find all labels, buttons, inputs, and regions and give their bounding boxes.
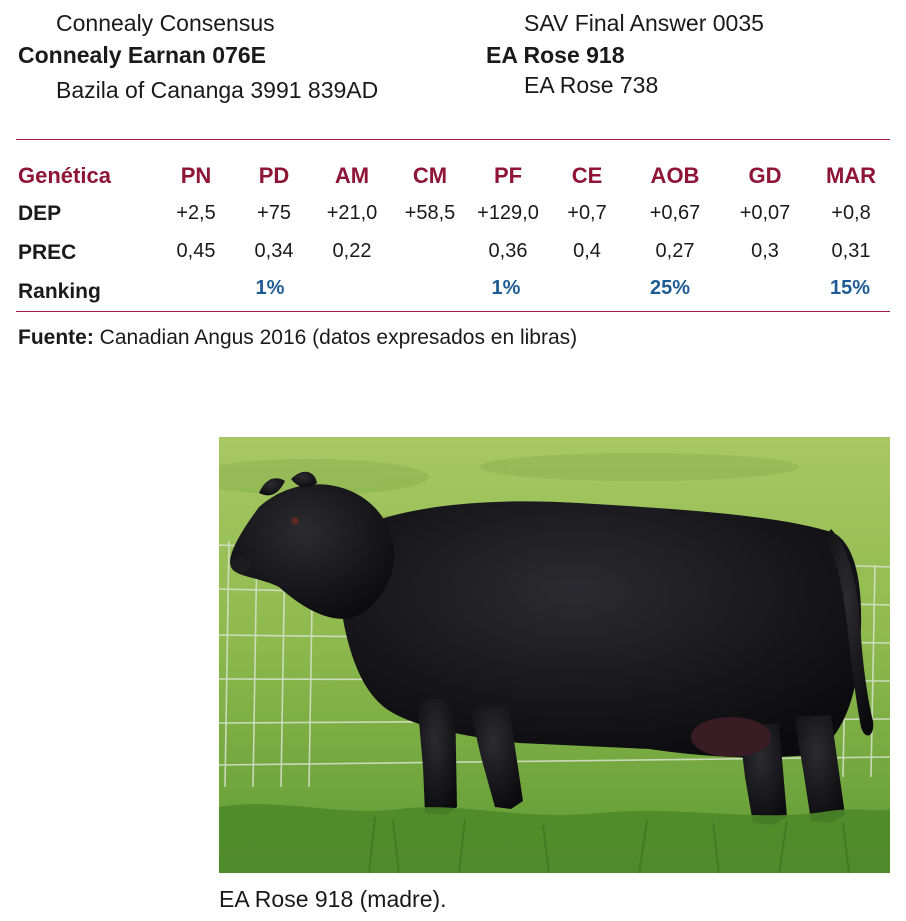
row-label-dep: DEP <box>18 202 62 225</box>
table-cell: 0,36 <box>488 240 528 262</box>
column-header-pn: PN <box>180 163 212 188</box>
table-cell: +0,7 <box>567 202 607 224</box>
table-cell: +0,8 <box>831 202 871 224</box>
column-header-pd: PD <box>258 163 290 188</box>
pedigree-dam: EA Rose 918 <box>486 42 625 68</box>
table-top-rule <box>16 139 890 140</box>
pedigree-sire-dam: Bazila of Cananga 3991 839AD <box>56 77 379 103</box>
table-bottom-rule <box>16 311 890 312</box>
table-cell: 0,45 <box>176 240 216 262</box>
pedigree-dam-sire: SAV Final Answer 0035 <box>524 10 764 36</box>
ranking-cell: 1% <box>255 277 285 299</box>
table-cell: 0,34 <box>254 240 294 262</box>
pedigree-sire: Connealy Earnan 076E <box>18 42 266 68</box>
row-label-prec: PREC <box>18 241 77 264</box>
photo-caption: EA Rose 918 (madre). <box>219 886 447 912</box>
pedigree-dam-dam: EA Rose 738 <box>524 72 659 98</box>
table-cell: +129,0 <box>477 202 539 224</box>
table-cell: 0,31 <box>831 240 871 262</box>
table-cell: +0,07 <box>739 202 791 224</box>
column-header-aob: AOB <box>650 163 700 188</box>
source-text: Canadian Angus 2016 (datos expresados en… <box>99 326 578 349</box>
row-label-ranking: Ranking <box>18 280 101 303</box>
column-header-gd: GD <box>748 163 782 188</box>
table-cell: 0,22 <box>332 240 372 262</box>
table-cell: +21,0 <box>326 202 378 224</box>
table-cell: +0,67 <box>649 202 701 224</box>
column-header-cm: CM <box>412 163 448 188</box>
table-cell: 0,27 <box>655 240 695 262</box>
ranking-cell: 15% <box>829 277 871 299</box>
cow-photo <box>219 437 890 873</box>
pedigree-sire-sire: Connealy Consensus <box>56 10 275 36</box>
column-header-ce: CE <box>571 163 603 188</box>
column-header-am: AM <box>334 163 370 188</box>
table-cell: 0,4 <box>573 240 601 262</box>
table-cell: +2,5 <box>176 202 216 224</box>
column-header-mar: MAR <box>825 163 877 188</box>
source-note: Fuente: Canadian Angus 2016 (datos expre… <box>18 326 577 350</box>
table-corner-label: Genética <box>18 163 111 188</box>
column-header-pf: PF <box>493 163 523 188</box>
table-cell: 0,3 <box>751 240 779 262</box>
ranking-cell: 25% <box>649 277 691 299</box>
table-cell: +75 <box>257 202 291 224</box>
source-label: Fuente: <box>18 326 94 349</box>
table-cell: +58,5 <box>404 202 456 224</box>
ranking-cell: 1% <box>491 277 521 299</box>
